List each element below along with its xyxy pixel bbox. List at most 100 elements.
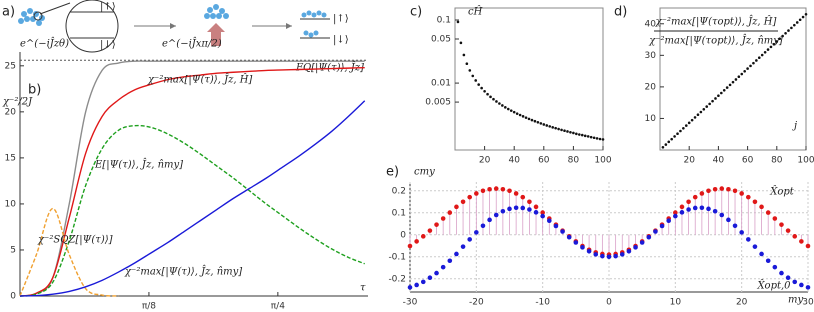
- point: [548, 125, 552, 128]
- point: [560, 229, 565, 234]
- point: [539, 122, 543, 125]
- x-tick-label: 20: [479, 156, 491, 166]
- series-label: E[|Ψ(τ)⟩, Ĵz, n̂my]: [94, 159, 183, 171]
- point: [477, 83, 480, 86]
- point: [795, 21, 799, 24]
- point: [613, 253, 618, 259]
- point: [572, 131, 575, 135]
- point: [527, 117, 531, 121]
- x-tick-label: 40: [508, 156, 520, 166]
- point: [752, 244, 758, 249]
- point: [592, 136, 596, 140]
- point: [792, 279, 798, 285]
- point: [705, 105, 709, 108]
- series-label: χ⁻²max[|Ψ(τ)⟩, Ĵz, n̂my]: [124, 266, 242, 278]
- point: [521, 115, 525, 118]
- point: [553, 223, 559, 229]
- inset: [65, 0, 119, 53]
- point: [706, 188, 711, 194]
- point: [752, 199, 758, 205]
- point: [673, 135, 676, 138]
- point: [487, 217, 492, 223]
- point: [524, 116, 528, 119]
- point: [454, 251, 459, 257]
- point: [719, 212, 725, 218]
- point: [542, 123, 546, 126]
- point: [589, 135, 593, 139]
- point: [781, 34, 784, 38]
- point: [554, 126, 557, 130]
- x-tick-label: 60: [742, 156, 754, 166]
- point: [500, 186, 506, 192]
- point: [679, 204, 685, 210]
- point: [509, 109, 513, 112]
- point: [712, 208, 718, 214]
- point: [471, 74, 475, 78]
- point: [619, 252, 625, 257]
- point: [512, 110, 516, 114]
- x-tick-label: 60: [538, 156, 550, 166]
- point: [460, 244, 466, 249]
- point: [692, 194, 698, 200]
- point: [772, 264, 778, 270]
- x-tick-label: π/4: [271, 302, 285, 312]
- point: [772, 216, 778, 221]
- point: [732, 223, 738, 229]
- point: [757, 56, 761, 60]
- point: [513, 205, 519, 211]
- point: [493, 186, 499, 191]
- point: [690, 118, 694, 122]
- point: [504, 106, 507, 109]
- point: [666, 218, 671, 224]
- point: [427, 228, 433, 233]
- x-tick-label: 0: [606, 298, 612, 308]
- y-tick-label: 40: [645, 19, 657, 29]
- point: [673, 210, 678, 215]
- state: |↑⟩: [100, 2, 116, 13]
- x-tick-label: -10: [535, 298, 550, 308]
- point: [676, 132, 679, 136]
- point: [759, 251, 764, 257]
- point: [427, 275, 433, 281]
- point: [739, 191, 744, 196]
- atom-cloud: [18, 8, 45, 26]
- arrowhead: [170, 23, 176, 29]
- point: [586, 249, 592, 254]
- point: [507, 206, 512, 212]
- y-tick-label: 0: [400, 230, 406, 240]
- point: [693, 116, 697, 119]
- point: [447, 210, 453, 215]
- series-label: χ⁻²max[|Ψ(τ)⟩, Ĵz, Ĥ]: [147, 74, 252, 86]
- y-tick-label: 0.1: [437, 16, 451, 26]
- point: [533, 204, 539, 210]
- point: [595, 137, 599, 140]
- point: [569, 130, 572, 134]
- point: [679, 129, 682, 133]
- state: |↓⟩: [333, 35, 349, 46]
- point: [804, 13, 808, 16]
- point: [456, 20, 460, 24]
- point: [536, 121, 540, 124]
- x-tick-label: π/8: [142, 302, 156, 312]
- point: [547, 218, 552, 224]
- point: [500, 208, 506, 214]
- point: [518, 113, 522, 117]
- point: [686, 207, 691, 212]
- x-tick-label: 100: [797, 156, 814, 166]
- y-tick-label: -0.1: [388, 252, 406, 262]
- state: |↑⟩: [333, 14, 349, 25]
- point: [731, 80, 735, 84]
- point: [540, 210, 545, 215]
- point: [765, 258, 771, 264]
- point: [679, 210, 685, 215]
- point: [732, 188, 738, 194]
- point: [498, 102, 501, 105]
- point: [467, 237, 473, 242]
- point: [749, 64, 752, 68]
- point: [787, 29, 790, 32]
- point: [711, 99, 714, 103]
- y-tick-label: 25: [5, 61, 16, 71]
- series-line: [19, 207, 119, 297]
- point: [737, 75, 741, 79]
- ratio-denominator: χ⁻²max[|Ψ(τopt)⟩, Ĵz, n̂my]: [648, 35, 783, 47]
